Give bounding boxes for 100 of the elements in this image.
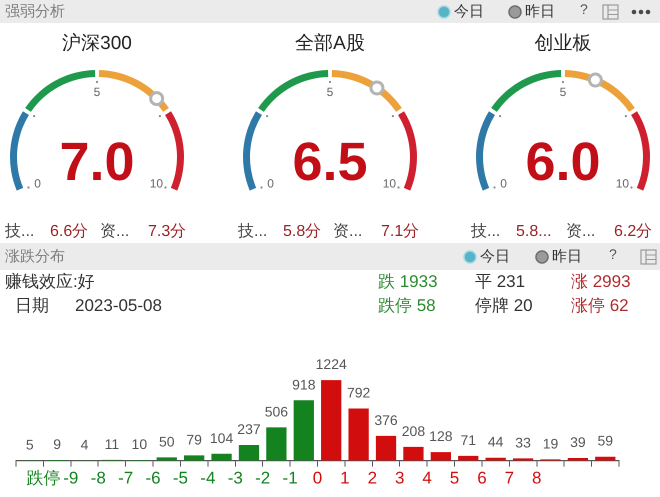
text: 10: [150, 176, 164, 190]
data-label: 79: [186, 431, 202, 448]
text: 0: [500, 176, 508, 190]
text: 7.0: [59, 132, 135, 192]
x-tick-label: -1: [282, 468, 298, 488]
text: ?: [580, 0, 588, 19]
text: 资...: [100, 222, 130, 242]
text: 资...: [333, 222, 362, 242]
text: 平 231: [475, 271, 526, 293]
x-tick-label: 2: [368, 468, 378, 488]
x-tick-label: 7: [504, 468, 514, 488]
data-label: 918: [292, 376, 316, 392]
x-tick-label: 4: [422, 468, 432, 488]
data-label: 9: [53, 436, 62, 452]
x-tick-label: 5: [450, 468, 460, 488]
text: 昨日: [552, 247, 582, 267]
data-label: 792: [346, 384, 371, 401]
x-tick-label: 3: [394, 468, 404, 488]
bar: [458, 456, 478, 461]
bar: [266, 427, 287, 461]
data-label: 19: [542, 435, 558, 452]
text: 5.8分: [283, 222, 322, 242]
bar: [238, 445, 260, 461]
text: 0: [267, 176, 274, 190]
data-label: 59: [598, 432, 614, 449]
bar: [211, 454, 232, 461]
text: 创业板: [534, 32, 592, 56]
x-tick-label: -4: [200, 468, 216, 488]
text: 2023-05-08: [75, 295, 162, 317]
data-label: 237: [237, 421, 261, 438]
text: 0: [34, 176, 42, 190]
data-label: 39: [570, 434, 586, 450]
data-label: 10: [132, 436, 148, 452]
x-tick-label: -2: [255, 468, 270, 488]
data-label: 50: [158, 433, 175, 450]
text: 7.1分: [381, 222, 420, 242]
text: 7.3分: [148, 222, 186, 242]
text: 5: [326, 85, 334, 99]
text: 跌 1933: [378, 271, 438, 293]
data-label: 4: [80, 436, 89, 452]
x-tick-label: 6: [477, 468, 487, 488]
text: 6.0: [525, 132, 601, 192]
text: 今日: [480, 247, 510, 267]
text: 涨停 62: [571, 295, 629, 317]
x-tick-label: 8: [532, 468, 542, 488]
bar: [430, 452, 451, 461]
text: 6.5: [292, 132, 368, 192]
data-label: 33: [515, 434, 532, 450]
x-tick-label: -7: [118, 468, 134, 488]
text: 6.6分: [50, 222, 88, 242]
data-label: 1224: [316, 356, 347, 372]
bar: [568, 458, 588, 461]
text: 资...: [566, 222, 596, 242]
text: 日期: [15, 295, 49, 317]
x-tick-label: -6: [145, 468, 161, 488]
x-tick-label: -3: [228, 468, 243, 488]
data-label: 44: [488, 434, 504, 450]
bar: [486, 458, 506, 461]
text: 停牌 20: [475, 295, 533, 317]
text: 5.8...: [516, 222, 552, 242]
bar: [595, 456, 616, 461]
bar: [294, 400, 314, 461]
bar: [403, 446, 424, 461]
text: 6.2分: [614, 222, 652, 242]
text: ?: [609, 245, 617, 264]
text: 技...: [471, 222, 500, 242]
x-tick-label: -5: [172, 468, 188, 488]
bar: [321, 380, 342, 461]
data-label: 11: [104, 436, 120, 452]
text: 5: [560, 85, 567, 99]
text: 昨日: [525, 2, 555, 22]
text: 强弱分析: [5, 2, 65, 22]
data-label: 506: [264, 403, 288, 420]
text: 涨跌分布: [5, 247, 65, 267]
x-tick-label: -8: [90, 468, 106, 488]
bar: [156, 457, 177, 461]
x-tick-label: 0: [312, 468, 322, 488]
x-tick-label: 跌停: [26, 468, 60, 488]
text: 今日: [454, 2, 484, 22]
text: 技...: [238, 222, 268, 242]
text: 5: [94, 85, 101, 99]
bar: [512, 458, 534, 461]
bar: [348, 408, 369, 461]
data-label: 104: [210, 430, 234, 446]
bar: [376, 436, 396, 461]
data-label: 376: [374, 412, 398, 428]
text: 技...: [5, 222, 34, 242]
bar: [184, 455, 204, 461]
text: 跌停 58: [378, 295, 436, 317]
text: 赚钱效应:好: [5, 271, 95, 293]
data-label: 208: [402, 422, 426, 439]
data-label: 71: [460, 432, 476, 448]
text: 全部A股: [294, 32, 366, 56]
text: 涨 2993: [571, 271, 631, 293]
text: 10: [382, 176, 396, 190]
text: 沪深300: [61, 32, 133, 56]
data-label: 128: [429, 428, 453, 444]
text: 10: [616, 176, 630, 190]
data-label: 5: [26, 436, 34, 452]
x-tick-label: -9: [63, 468, 78, 488]
